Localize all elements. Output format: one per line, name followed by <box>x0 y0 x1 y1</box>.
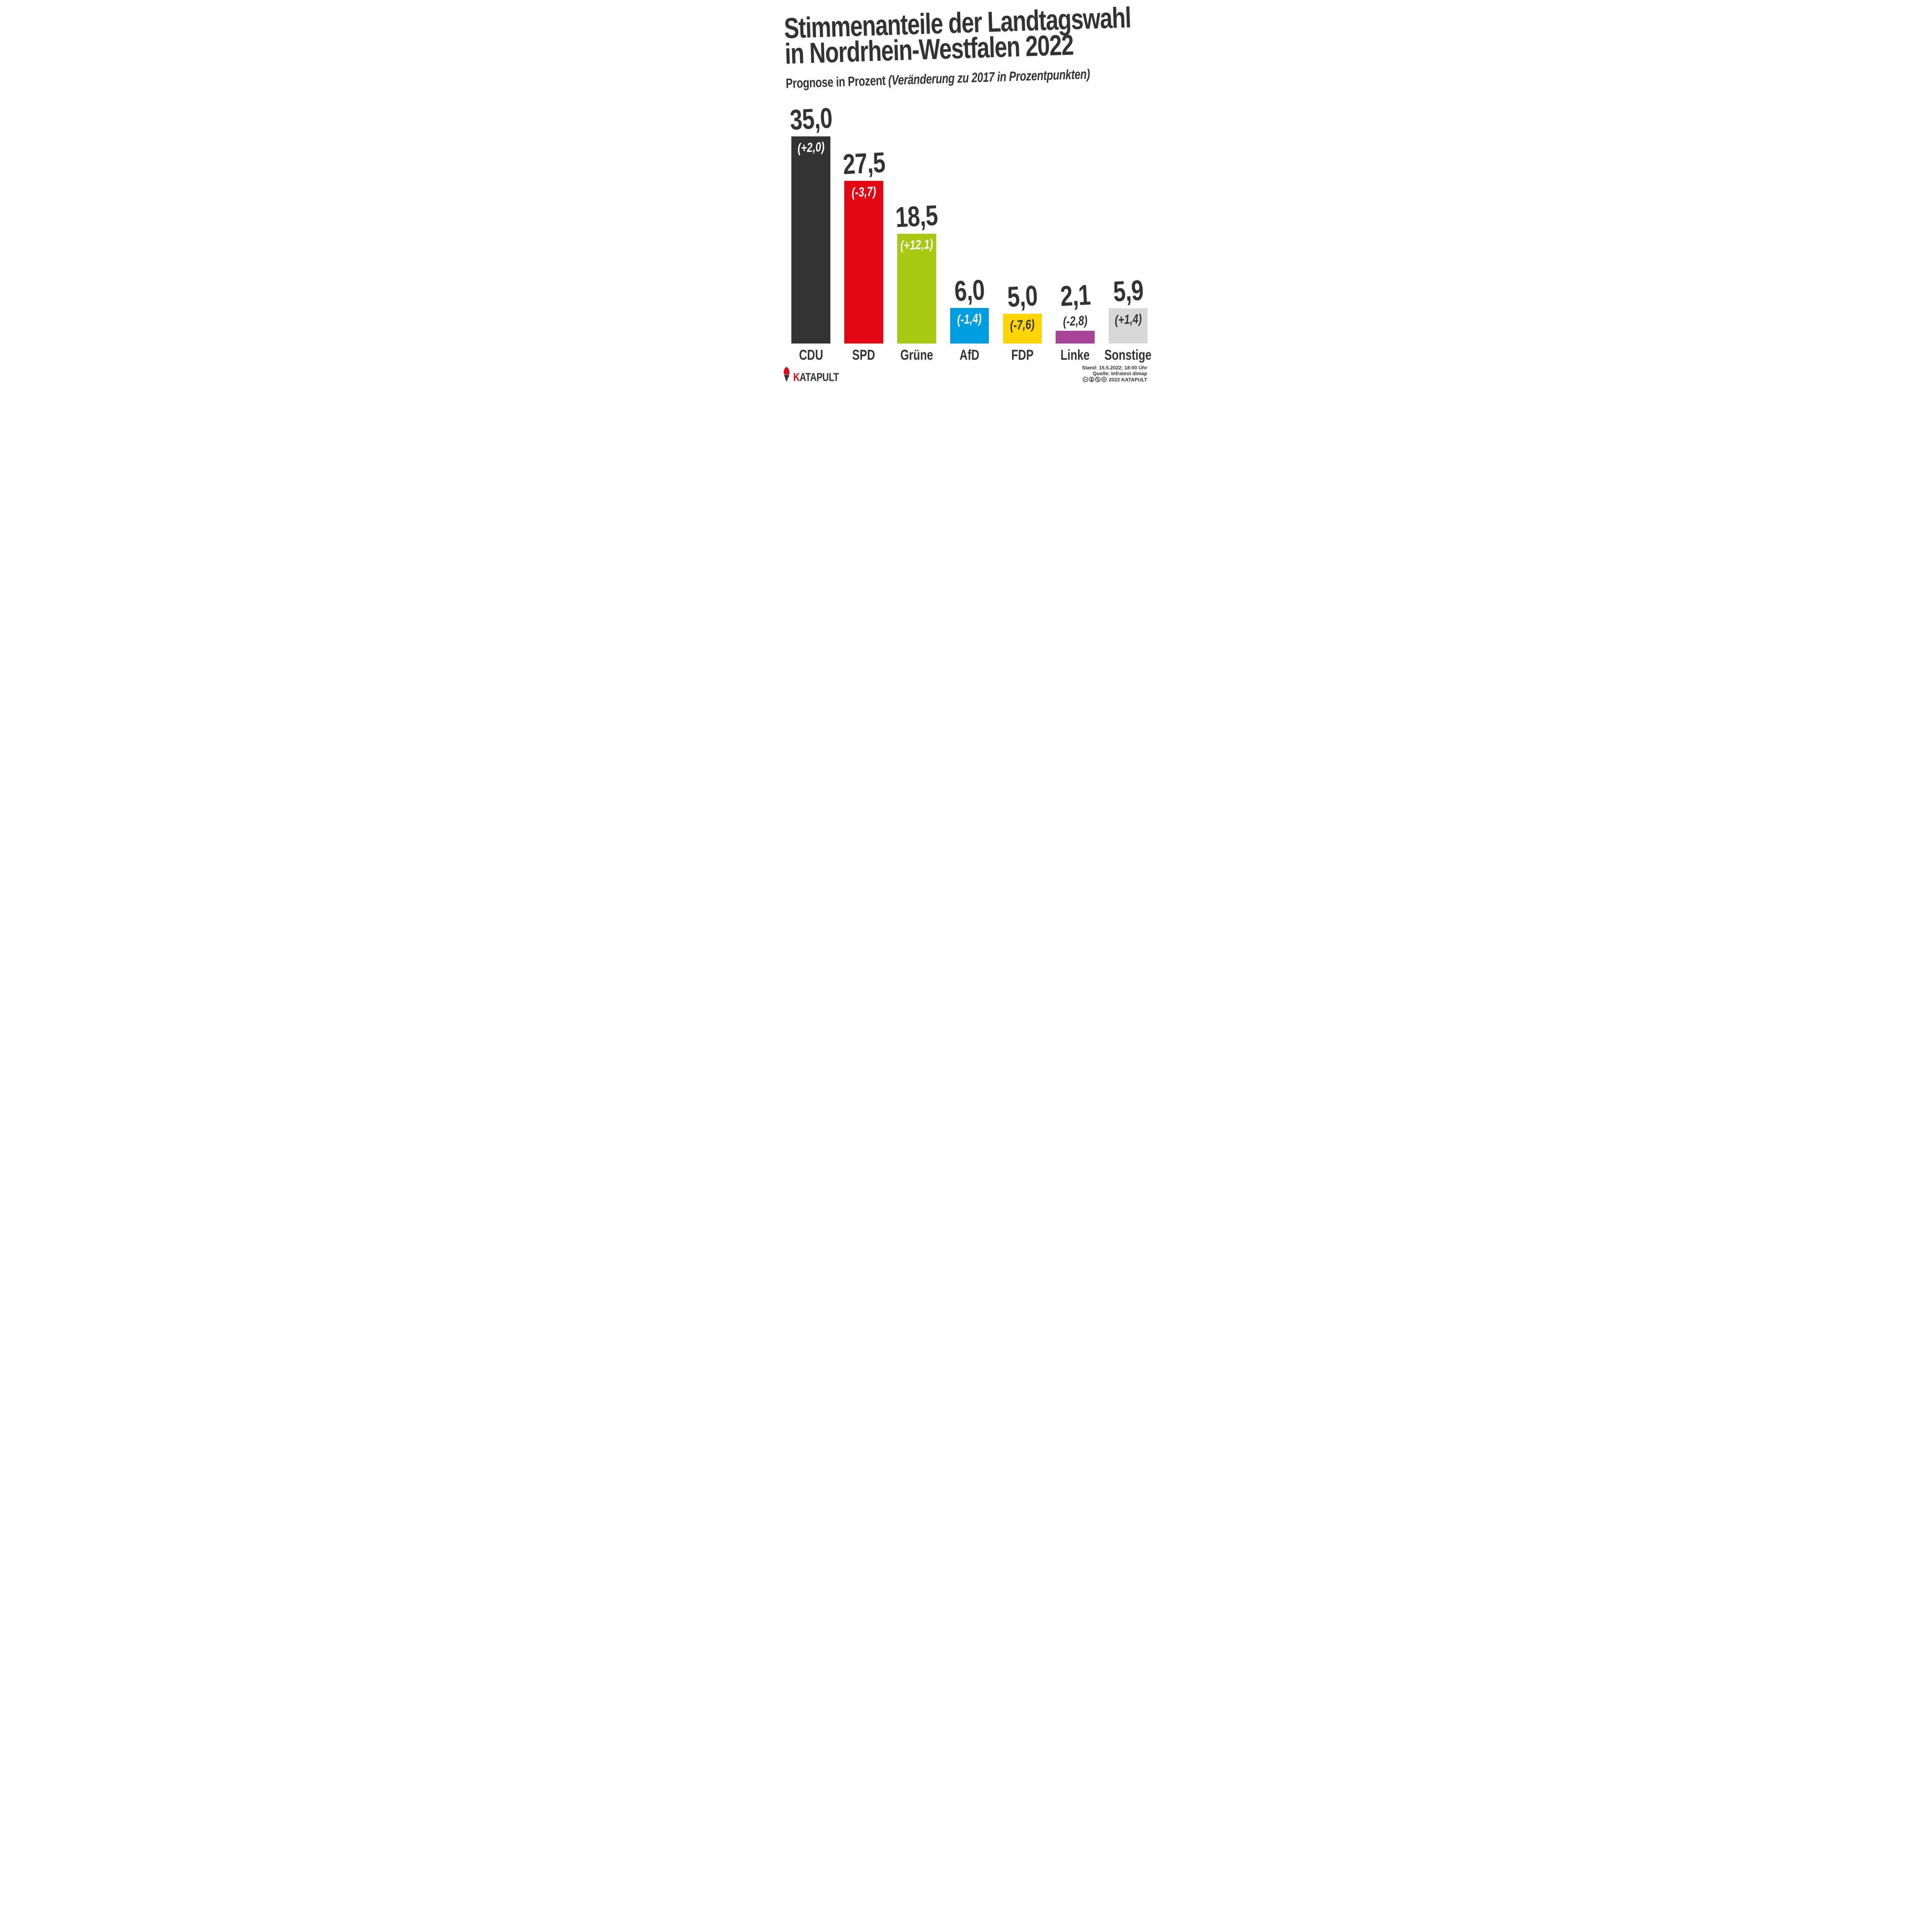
category-label-fdp: FDP <box>1011 347 1034 363</box>
change-label-gr-ne: (+12,1) <box>900 237 934 253</box>
category-label-gr-ne: Grüne <box>900 347 933 363</box>
category-label-cdu: CDU <box>799 347 823 363</box>
category-label-spd: SPD <box>852 347 876 363</box>
value-label-sonstige: 5,9 <box>1112 274 1144 308</box>
bar-spd <box>844 180 883 344</box>
cc-license-icon: cc <box>1083 377 1088 383</box>
nd-license-icon <box>1101 377 1107 383</box>
svg-text:cc: cc <box>1084 379 1087 381</box>
license-row: cc $ 2022 KATAPULT <box>1082 377 1147 383</box>
value-label-gr-ne: 18,5 <box>895 199 939 234</box>
nc-license-icon: $ <box>1095 377 1101 383</box>
by-license-icon <box>1089 377 1095 383</box>
bar-cdu <box>791 136 830 344</box>
category-label-sonstige: Sonstige <box>1104 347 1152 363</box>
bar-afd <box>950 308 989 344</box>
value-label-cdu: 35,0 <box>789 102 833 136</box>
source-line: Quelle: Infratest dimap <box>1093 371 1147 376</box>
category-label-afd: AfD <box>959 347 980 363</box>
katapult-wordmark: KATAPULT <box>793 372 852 383</box>
wordmark-k: K <box>793 371 800 384</box>
infographic-poster: Stimmenanteile der Landtagswahl in Nordr… <box>773 0 1159 386</box>
value-label-spd: 27,5 <box>842 146 886 180</box>
bar-linke <box>1056 331 1095 344</box>
wordmark-rest: ATAPULT <box>799 371 839 384</box>
ice-cream-torch-icon <box>781 366 793 383</box>
bar-chart: 35,0 (+2,0) CDU 27,5 (-3,7) SPD 18,5 (+12,1) Grü… <box>773 0 1159 386</box>
copyright-text: 2022 KATAPULT <box>1109 376 1147 383</box>
katapult-logo: KATAPULT <box>781 366 852 383</box>
bar-fdp <box>1003 314 1042 344</box>
bar-sonstige <box>1109 308 1148 344</box>
bar-gr-ne <box>897 234 936 344</box>
category-label-linke: Linke <box>1060 347 1090 363</box>
source-block: Stand: 15.5.2022; 18:00 Uhr Quelle: Infr… <box>1082 365 1147 383</box>
change-label-spd: (-3,7) <box>851 184 877 200</box>
status-line: Stand: 15.5.2022; 18:00 Uhr <box>1082 364 1147 371</box>
